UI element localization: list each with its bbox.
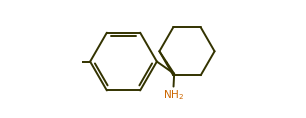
Text: NH$_2$: NH$_2$ [163, 88, 184, 102]
